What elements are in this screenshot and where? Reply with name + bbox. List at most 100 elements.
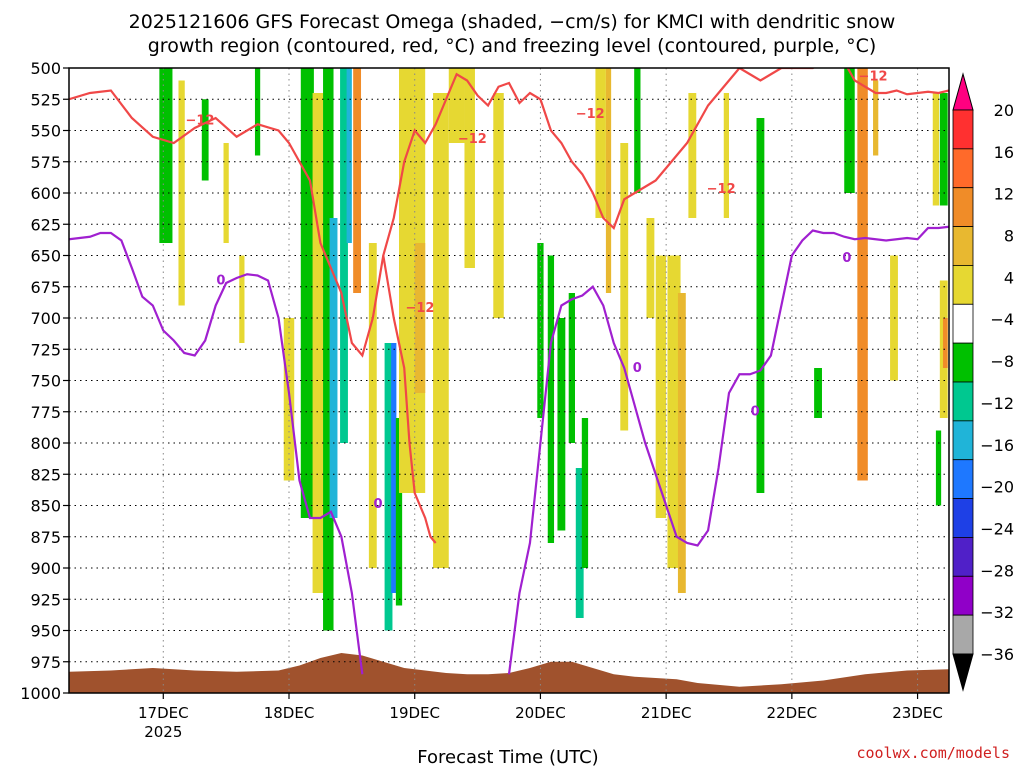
- x-tick-label-18DEC: 18DEC: [264, 704, 315, 722]
- colorbar-cell-11: [952, 537, 974, 577]
- omega-band-20: [433, 93, 449, 568]
- freezing-label-1: 0: [216, 273, 225, 288]
- omega-band-8: [312, 93, 324, 593]
- y-tick-label-800: 800: [30, 434, 61, 453]
- y-tick-label-825: 825: [30, 465, 61, 484]
- omega-band-38: [688, 93, 697, 218]
- y-tick-label-725: 725: [30, 340, 61, 359]
- dgz-label-4: −12: [576, 107, 605, 122]
- omega-band-23: [493, 93, 504, 318]
- y-tick-label-775: 775: [30, 403, 61, 422]
- omega-band-28: [575, 468, 584, 618]
- omega-band-15: [384, 343, 393, 631]
- omega-band-29: [581, 418, 589, 568]
- freezing-label-3: 0: [633, 361, 642, 376]
- y-tick-label-750: 750: [30, 372, 61, 391]
- colorbar-tick-7: −12: [980, 394, 1014, 413]
- x-axis-label: Forecast Time (UTC): [417, 747, 598, 768]
- colorbar-tick-9: −20: [980, 478, 1014, 497]
- y-tick-label-550: 550: [30, 122, 61, 141]
- y-tick-label-600: 600: [30, 184, 61, 203]
- dgz-minus12-line: [69, 68, 949, 358]
- omega-band-48: [939, 93, 948, 206]
- x-tick-sublabel-17DEC: 2025: [144, 723, 182, 741]
- colorbar-cell-3: [952, 226, 974, 266]
- colorbar-cell-12: [952, 575, 974, 616]
- colorbar-tick-5: −4: [990, 310, 1014, 329]
- colorbar-tick-13: −36: [980, 645, 1014, 664]
- omega-band-1: [178, 80, 185, 306]
- omega-band-37: [677, 293, 686, 593]
- omega-band-50: [942, 318, 948, 368]
- colorbar-cell-10: [952, 498, 974, 538]
- y-tick-label-875: 875: [30, 528, 61, 547]
- freezing-level-line: [69, 231, 364, 675]
- omega-band-3: [223, 143, 229, 243]
- omega-band-16: [391, 343, 397, 593]
- y-tick-label-1000: 1000: [20, 684, 61, 703]
- colorbar-tick-3: 8: [1004, 227, 1014, 246]
- omega-band-33: [634, 68, 641, 193]
- omega-band-24: [537, 243, 544, 418]
- colorbar-tick-8: −16: [980, 436, 1014, 455]
- dgz-label-2: −12: [405, 301, 434, 316]
- omega-band-25: [547, 255, 555, 543]
- colorbar-tick-10: −24: [980, 519, 1014, 538]
- colorbar-cell-0: [952, 109, 974, 150]
- colorbar-top-arrow: [952, 72, 974, 111]
- freezing-level-line-2: [507, 225, 949, 675]
- x-tick-label-17DEC: 17DEC: [138, 704, 189, 722]
- y-tick-label-850: 850: [30, 497, 61, 516]
- colorbar-cell-9: [952, 459, 974, 499]
- y-axis-ticks: 500 525 550 575 600 625 650 675 700 725 750 775 800 8…: [20, 59, 69, 703]
- contours: 0 0 0 0 0 −12 −12 −12 −12 −12 −12: [69, 68, 949, 675]
- omega-band-35: [655, 255, 667, 518]
- dgz-label-5: −12: [707, 182, 736, 197]
- colorbar-tick-11: −28: [980, 561, 1014, 580]
- omega-band-14: [368, 243, 377, 568]
- pressure-grid: [69, 68, 949, 693]
- x-tick-label-22DEC: 22DEC: [767, 704, 818, 722]
- colorbar-tick-12: −32: [980, 603, 1014, 622]
- y-tick-label-500: 500: [30, 59, 61, 78]
- omega-band-44: [873, 80, 879, 156]
- colorbar-cell-2: [952, 187, 974, 227]
- omega-band-41: [814, 368, 822, 418]
- colorbar: 20 16 12 8 4 −4 −8 −12 −16 −20 −24 −28 −32 −36: [952, 72, 1014, 692]
- omega-band-31: [605, 68, 612, 293]
- credit-text: coolwx.com/models: [856, 744, 1010, 762]
- colorbar-cell-7: [952, 381, 974, 422]
- x-tick-label-23DEC: 23DEC: [892, 704, 943, 722]
- omega-band-43: [857, 68, 868, 481]
- chart-title-line2: growth region (contoured, red, °C) and f…: [148, 35, 877, 57]
- y-tick-label-650: 650: [30, 247, 61, 266]
- dgz-label-3: −12: [458, 132, 487, 147]
- omega-band-40: [756, 118, 765, 493]
- omega-band-5: [254, 68, 261, 156]
- dgz-label-6: −12: [859, 70, 888, 85]
- x-tick-label-21DEC: 21DEC: [641, 704, 692, 722]
- chart-title-line1: 2025121606 GFS Forecast Omega (shaded, −…: [129, 11, 896, 33]
- omega-band-39: [723, 93, 729, 218]
- colorbar-tick-4: 4: [1004, 268, 1014, 287]
- colorbar-cell-4: [952, 265, 974, 305]
- y-tick-label-525: 525: [30, 90, 61, 109]
- omega-band-17: [395, 418, 403, 606]
- dgz-minus12-lower-line: [382, 255, 437, 544]
- y-tick-label-950: 950: [30, 622, 61, 641]
- omega-band-0: [159, 68, 173, 243]
- y-tick-label-675: 675: [30, 278, 61, 297]
- omega-band-19: [414, 243, 426, 393]
- omega-band-34: [646, 218, 655, 318]
- omega-band-32: [620, 143, 629, 431]
- omega-band-2: [201, 99, 209, 181]
- omega-band-7: [300, 68, 314, 518]
- omega-band-12: [346, 68, 352, 243]
- omega-band-42: [844, 68, 855, 193]
- colorbar-cell-13: [952, 614, 974, 655]
- y-tick-label-625: 625: [30, 215, 61, 234]
- colorbar-tick-6: −8: [990, 352, 1014, 371]
- omega-band-47: [935, 430, 942, 506]
- x-tick-label-20DEC: 20DEC: [515, 704, 566, 722]
